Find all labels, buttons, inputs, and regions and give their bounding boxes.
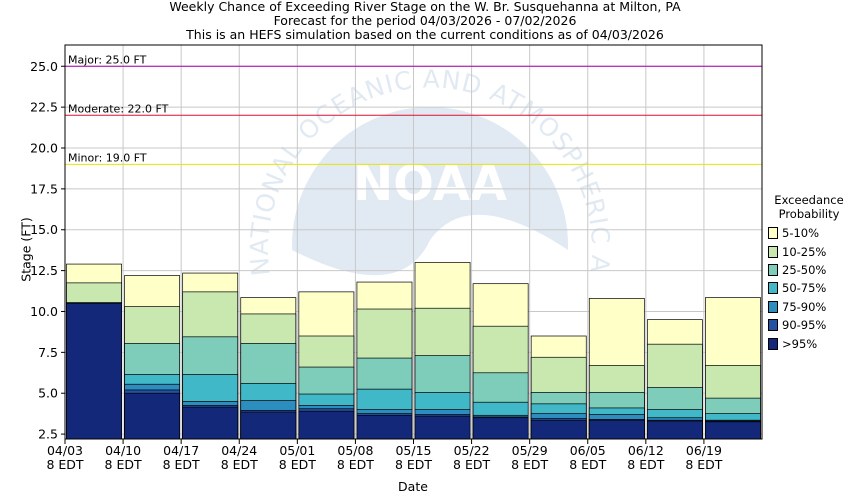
legend-items: 5-10% 10-25% 25-50% 50-75% 75-90% 90-95% >95% (768, 224, 850, 353)
x-tick-label-zone: 8 EDT (46, 457, 83, 472)
legend-label: 50-75% (782, 281, 827, 296)
bar-segment (472, 417, 529, 440)
flood-label-major: Major: 25.0 FT (68, 53, 147, 66)
bar-segment (298, 410, 355, 440)
x-tick-label-date: 04/24 (221, 443, 257, 458)
noaa-logo-text: NOAA (353, 156, 507, 212)
x-tick-label-zone: 8 EDT (163, 457, 200, 472)
legend-swatch (768, 337, 778, 350)
bar-segment (414, 415, 471, 440)
legend-item: 90-95% (768, 316, 850, 334)
y-tick-label: 15.0 (30, 222, 58, 237)
x-tick-label-zone: 8 EDT (569, 457, 606, 472)
y-tick-label: 7.5 (38, 345, 58, 360)
y-tick-label: 5.0 (38, 386, 58, 401)
bar-segment (705, 421, 761, 440)
legend-swatch (768, 300, 778, 313)
y-tick-label: 25.0 (30, 59, 58, 74)
x-tick-label-date: 04/10 (105, 443, 141, 458)
y-tick-label: 2.5 (38, 427, 58, 442)
x-tick-label-zone: 8 EDT (511, 457, 548, 472)
bar-segment (530, 419, 587, 440)
y-axis-label-box: Stage (FT) (2, 217, 38, 281)
x-axis-label: Date (398, 479, 428, 494)
legend-item: 5-10% (768, 224, 850, 242)
x-tick-label-zone: 8 EDT (221, 457, 258, 472)
x-tick-label-date: 05/15 (395, 443, 431, 458)
x-tick-label-zone: 8 EDT (337, 457, 374, 472)
legend-title-line2: Probability (778, 207, 840, 221)
x-tick-label-date: 05/29 (512, 443, 548, 458)
legend-item: 25-50% (768, 261, 850, 279)
bar-segment (356, 414, 413, 440)
y-tick-label: 22.5 (30, 100, 58, 115)
x-tick-label-date: 04/03 (47, 443, 83, 458)
x-tick-label-date: 05/08 (337, 443, 373, 458)
x-tick-label-zone: 8 EDT (395, 457, 432, 472)
y-tick-label: 10.0 (30, 304, 58, 319)
chart-title: Weekly Chance of Exceeding River Stage o… (169, 0, 681, 14)
bar-segment (588, 419, 645, 440)
chart-subtitle-period: Forecast for the period 04/03/2026 - 07/… (273, 13, 577, 28)
legend-item: >95% (768, 334, 850, 352)
y-tick-label: 12.5 (30, 263, 58, 278)
legend-item: 75-90% (768, 298, 850, 316)
flood-label-minor: Minor: 19.0 FT (68, 151, 147, 164)
x-tick-label-date: 05/22 (454, 443, 490, 458)
x-tick-label-zone: 8 EDT (105, 457, 142, 472)
x-tick-label-zone: 8 EDT (453, 457, 490, 472)
y-tick-label: 17.5 (30, 181, 58, 196)
x-tick-label-date: 06/05 (570, 443, 606, 458)
legend-swatch (768, 263, 778, 276)
legend-item: 10-25% (768, 242, 850, 260)
legend-swatch (768, 282, 778, 295)
y-axis-label: Stage (FT) (18, 217, 34, 282)
x-tick-label-date: 05/01 (279, 443, 315, 458)
flood-label-moderate: Moderate: 22.0 FT (68, 102, 169, 115)
legend-swatch (768, 227, 778, 240)
legend-label: 90-95% (782, 318, 827, 333)
legend-swatch (768, 245, 778, 258)
legend-label: 75-90% (782, 299, 827, 314)
legend-swatch (768, 319, 778, 332)
x-tick-label-date: 06/12 (628, 443, 664, 458)
x-tick-label-date: 06/19 (686, 443, 722, 458)
legend-title-line1: Exceedance (774, 193, 844, 207)
bar-segment (182, 406, 239, 440)
x-tick-label-zone: 8 EDT (279, 457, 316, 472)
legend-label: 5-10% (782, 226, 820, 241)
legend-item: 50-75% (768, 279, 850, 297)
legend: Exceedance Probability 5-10% 10-25% 25-50%… (768, 193, 850, 353)
bar-segment (66, 302, 122, 440)
x-tick-label-zone: 8 EDT (685, 457, 722, 472)
x-tick-label-zone: 8 EDT (627, 457, 664, 472)
x-tick-label-date: 04/17 (163, 443, 199, 458)
bar-segment (124, 392, 181, 440)
bar-segment (240, 411, 297, 440)
y-tick-label: 20.0 (30, 140, 58, 155)
chart-subtitle-simulation: This is an HEFS simulation based on the … (186, 27, 664, 42)
legend-label: 10-25% (782, 244, 827, 259)
bar-segment (646, 420, 703, 440)
legend-label: >95% (782, 336, 818, 351)
chart-titles: Weekly Chance of Exceeding River Stage o… (0, 0, 850, 42)
legend-label: 25-50% (782, 262, 827, 277)
